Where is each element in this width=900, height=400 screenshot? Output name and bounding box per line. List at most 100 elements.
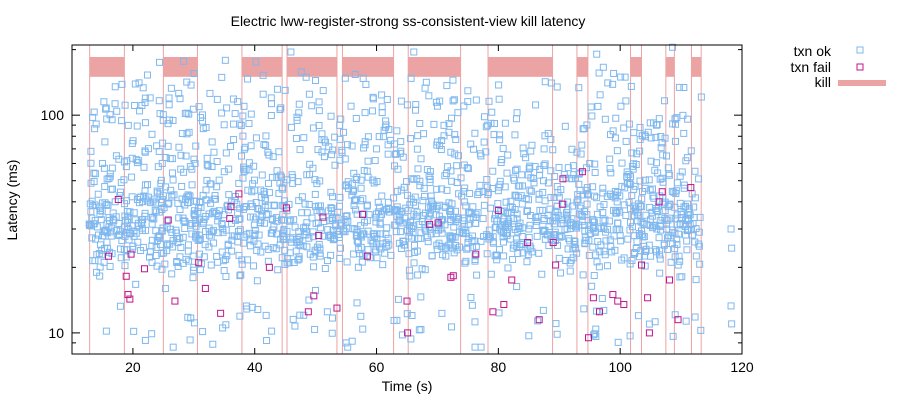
txn-ok-point — [432, 98, 440, 106]
txn-ok-point — [258, 171, 266, 179]
txn-ok-point — [566, 267, 574, 275]
txn-ok-point — [599, 208, 607, 216]
txn-ok-point — [312, 203, 320, 211]
txn-ok-point — [134, 238, 142, 246]
txn-ok-point — [357, 222, 365, 230]
txn-ok-point — [87, 159, 95, 167]
txn-ok-point — [371, 157, 379, 165]
txn-ok-point — [348, 180, 356, 188]
kill-band — [241, 56, 283, 77]
txn-ok-point — [642, 211, 650, 219]
txn-ok-point — [103, 115, 111, 123]
txn-ok-point — [372, 210, 380, 218]
txn-ok-point — [513, 215, 521, 223]
txn-ok-point — [298, 193, 306, 201]
txn-ok-point — [109, 185, 117, 193]
txn-ok-point — [140, 163, 148, 171]
txn-ok-point — [295, 100, 303, 108]
txn-ok-point — [250, 162, 258, 170]
txn-ok-point — [169, 176, 177, 184]
txn-ok-point — [275, 189, 283, 197]
txn-ok-point — [510, 174, 518, 182]
txn-ok-point — [296, 146, 304, 154]
txn-ok-point — [245, 159, 253, 167]
txn-ok-point — [438, 185, 446, 193]
txn-ok-point — [344, 217, 352, 225]
txn-fail-point — [126, 295, 134, 303]
txn-ok-point — [132, 280, 140, 288]
txn-ok-point — [581, 221, 589, 229]
txn-ok-point — [470, 145, 478, 153]
txn-ok-point — [230, 120, 238, 128]
txn-ok-point — [568, 145, 576, 153]
txn-ok-point — [499, 238, 507, 246]
txn-fail-point — [265, 263, 273, 271]
txn-ok-point — [668, 240, 676, 248]
txn-ok-point — [336, 156, 344, 164]
txn-ok-point — [303, 171, 311, 179]
txn-ok-point — [460, 217, 468, 225]
txn-ok-point — [291, 223, 299, 231]
txn-ok-point — [125, 236, 133, 244]
txn-ok-point — [443, 82, 451, 90]
kill-band — [342, 56, 394, 77]
txn-ok-point — [239, 132, 247, 140]
txn-ok-point — [246, 213, 254, 221]
txn-ok-point — [124, 121, 132, 129]
txn-ok-point — [493, 256, 501, 264]
txn-ok-point — [669, 43, 677, 51]
txn-ok-point — [247, 110, 255, 118]
txn-ok-point — [535, 190, 543, 198]
txn-ok-point — [379, 133, 387, 141]
txn-ok-point — [181, 201, 189, 209]
txn-ok-point — [490, 131, 498, 139]
txn-ok-point — [553, 208, 561, 216]
txn-ok-point — [215, 176, 223, 184]
txn-ok-point — [638, 231, 646, 239]
txn-ok-point — [637, 218, 645, 226]
chart-title: Electric lww-register-strong ss-consiste… — [231, 13, 586, 29]
txn-ok-point — [370, 179, 378, 187]
txn-ok-point — [504, 264, 512, 272]
txn-ok-point — [487, 119, 495, 127]
txn-ok-point — [541, 78, 549, 86]
txn-ok-point — [407, 218, 415, 226]
txn-ok-point — [354, 263, 362, 271]
txn-ok-point — [546, 205, 554, 213]
txn-ok-point — [552, 320, 560, 328]
txn-ok-point — [397, 245, 405, 253]
txn-ok-point — [553, 183, 561, 191]
txn-ok-point — [417, 293, 425, 301]
txn-ok-point — [155, 97, 163, 105]
txn-ok-point — [124, 212, 132, 220]
txn-ok-points — [85, 43, 736, 351]
txn-ok-point — [449, 97, 457, 105]
txn-ok-point — [610, 232, 618, 240]
txn-ok-point — [352, 115, 360, 123]
txn-fail-point — [226, 215, 234, 223]
txn-fail-point — [363, 252, 371, 260]
txn-ok-point — [647, 252, 655, 260]
txn-ok-point — [455, 190, 463, 198]
txn-ok-point — [427, 192, 435, 200]
txn-ok-point — [330, 235, 338, 243]
txn-ok-point — [518, 200, 526, 208]
txn-ok-point — [675, 83, 683, 91]
txn-ok-point — [471, 318, 479, 326]
txn-ok-point — [673, 114, 681, 122]
txn-ok-point — [411, 193, 419, 201]
txn-ok-point — [417, 229, 425, 237]
txn-ok-point — [518, 171, 526, 179]
txn-ok-point — [101, 183, 109, 191]
txn-ok-point — [218, 248, 226, 256]
txn-ok-point — [281, 197, 289, 205]
txn-ok-point — [213, 158, 221, 166]
txn-ok-point — [614, 188, 622, 196]
txn-ok-point — [320, 136, 328, 144]
txn-ok-point — [428, 197, 436, 205]
txn-ok-point — [495, 95, 503, 103]
txn-ok-point — [602, 228, 610, 236]
txn-ok-point — [222, 273, 230, 281]
txn-ok-point — [411, 248, 419, 256]
txn-fail-point — [666, 276, 674, 284]
